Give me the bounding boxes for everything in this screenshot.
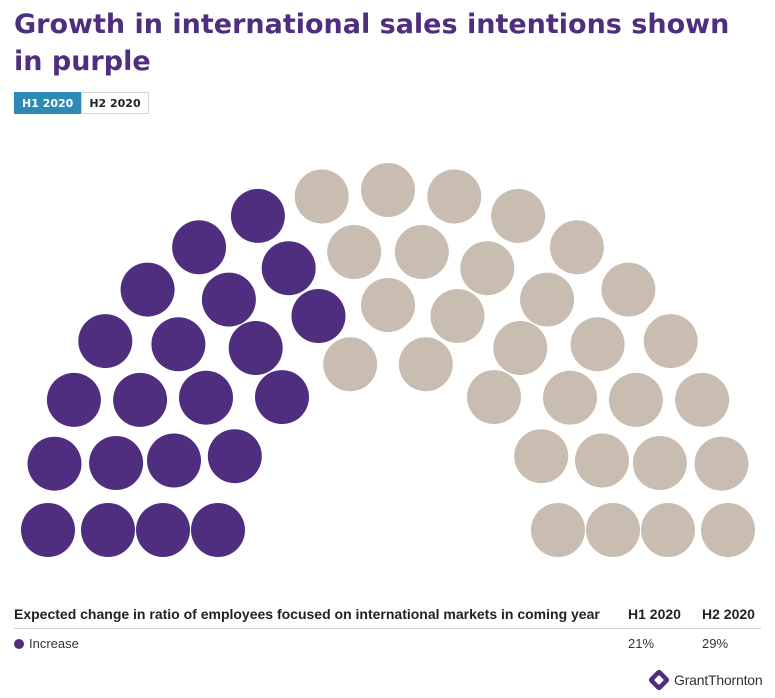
dot-other <box>601 262 656 317</box>
dot-increase <box>89 436 144 490</box>
tab-h1-2020[interactable]: H1 2020 <box>14 92 82 114</box>
dot-increase <box>179 370 233 425</box>
tab-h2-2020[interactable]: H2 2020 <box>81 92 149 114</box>
table-header: Expected change in ratio of employees fo… <box>14 604 761 629</box>
dot-increase <box>228 321 283 375</box>
dot-other <box>394 225 449 279</box>
dot-other <box>491 188 546 243</box>
dot-other <box>327 225 382 279</box>
chart-title: Growth in international sales intentions… <box>14 9 730 77</box>
dot-other <box>570 317 625 372</box>
dot-other <box>608 372 663 427</box>
dot-other <box>643 314 698 369</box>
dot-other <box>361 278 415 332</box>
dot-increase <box>46 372 101 427</box>
dot-other <box>520 272 575 327</box>
dot-increase <box>81 503 135 557</box>
period-tabs: H1 2020 H2 2020 <box>14 92 149 114</box>
dot-other <box>575 433 629 488</box>
dot-increase <box>291 289 346 343</box>
dot-other <box>467 370 521 425</box>
dot-increase <box>113 372 168 427</box>
dot-other <box>323 337 378 392</box>
dot-other <box>531 503 585 557</box>
table-row: Increase 21% 29% <box>14 634 761 656</box>
table-header-h2: H2 2020 <box>702 606 755 622</box>
dot-increase <box>172 220 227 275</box>
dot-increase <box>261 241 316 296</box>
dot-increase <box>201 272 256 327</box>
dot-other <box>632 436 687 490</box>
dot-increase <box>136 503 190 557</box>
parliament-chart <box>21 163 755 557</box>
dot-other <box>398 337 453 392</box>
logo-text: GrantThornton <box>674 672 763 688</box>
dot-other <box>543 370 597 425</box>
dot-other <box>701 503 755 557</box>
row-value-h2: 29% <box>702 636 729 651</box>
grant-thornton-logo: GrantThornton <box>648 669 763 691</box>
dot-increase <box>78 314 133 369</box>
dot-other <box>294 169 349 224</box>
dot-other <box>641 503 695 557</box>
dot-other <box>586 503 640 557</box>
dot-increase <box>21 503 75 557</box>
dot-increase <box>151 317 206 372</box>
dot-other <box>430 289 485 343</box>
dot-increase <box>147 433 201 488</box>
row-label-text: Increase <box>29 636 79 651</box>
table-header-h1: H1 2020 <box>628 606 681 622</box>
dot-other <box>549 220 604 275</box>
dot-increase <box>255 370 309 425</box>
dot-other <box>460 241 515 296</box>
row-value-h1: 21% <box>628 636 655 651</box>
dot-other <box>514 429 569 484</box>
dot-increase <box>120 262 175 317</box>
row-label: Increase <box>14 636 79 651</box>
dot-other <box>694 436 749 491</box>
grant-thornton-logo-icon <box>648 669 670 691</box>
dot-other <box>427 169 482 224</box>
dot-increase <box>191 503 245 557</box>
dot-increase <box>230 188 285 243</box>
dot-other <box>493 321 548 375</box>
dot-other <box>675 372 730 427</box>
dot-other <box>361 163 415 217</box>
dot-increase <box>207 429 262 484</box>
dot-increase <box>27 436 82 491</box>
legend-dot-icon <box>14 639 24 649</box>
table-header-label: Expected change in ratio of employees fo… <box>14 606 600 622</box>
